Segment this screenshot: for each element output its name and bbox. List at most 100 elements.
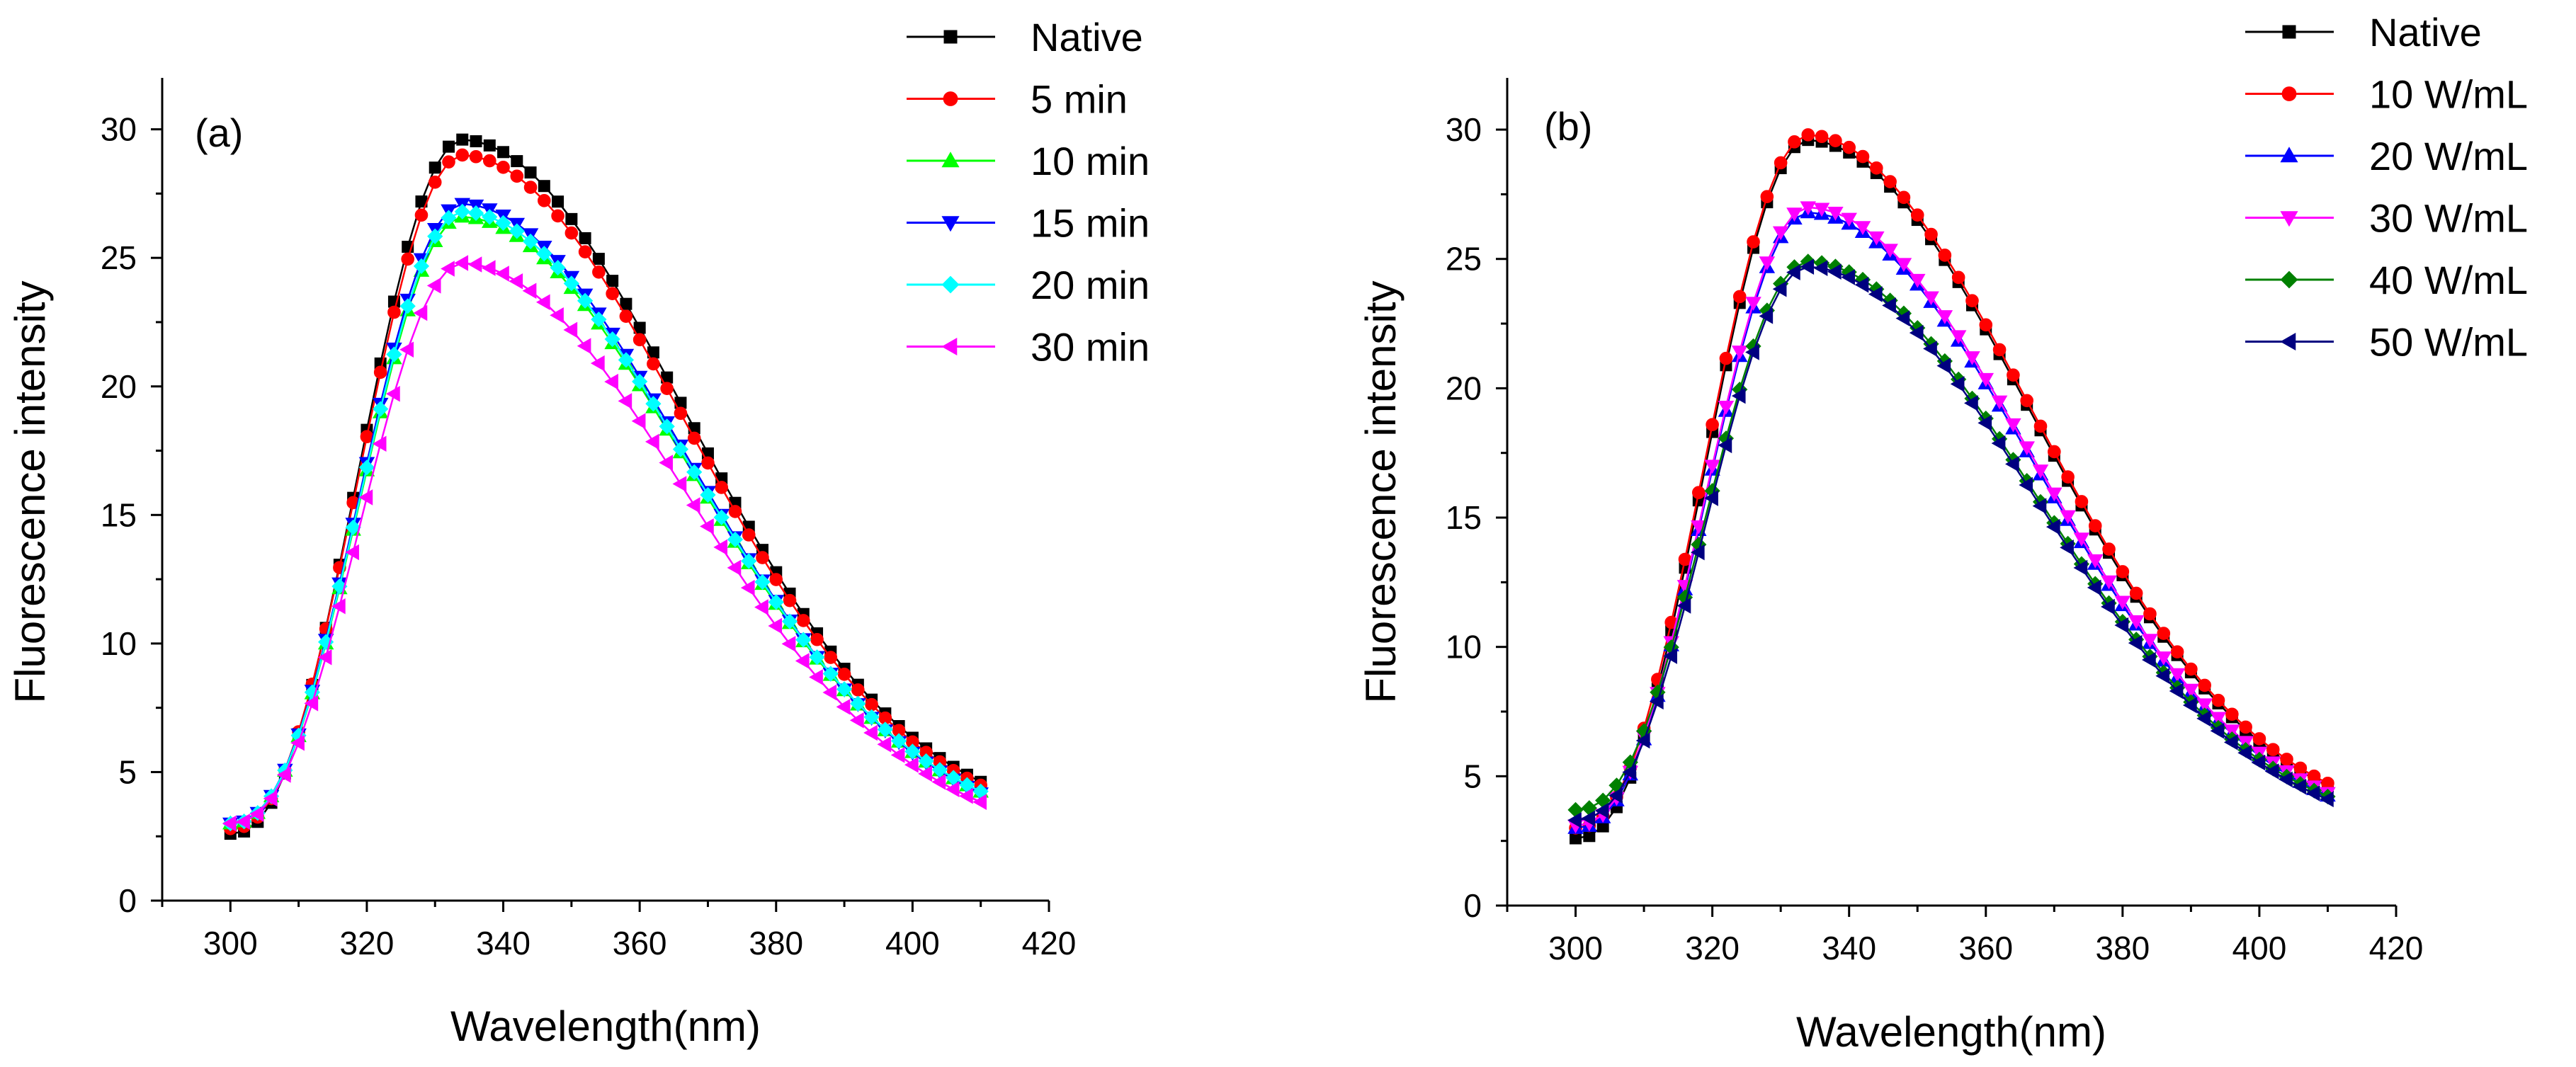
data-point [1788,135,1801,149]
data-point [1938,249,1952,262]
data-point [386,346,402,363]
data-point [1950,376,1965,392]
data-point [427,228,443,244]
data-point [2143,607,2157,621]
data-point [2305,785,2320,801]
data-point [2007,368,2020,382]
data-point [1718,400,1735,415]
data-point [331,598,346,615]
data-point [783,593,797,607]
data-point [1841,269,1855,285]
data-point [1923,341,1937,357]
data-point [1567,812,1582,828]
data-point [1704,460,1720,474]
data-point [1581,810,1596,827]
data-point [674,406,688,421]
data-point [2128,634,2143,651]
data-point [959,787,973,804]
legend-marker [2282,25,2296,39]
data-point [1964,351,1980,365]
legend-item: 30 min [907,325,1150,370]
data-point [522,283,537,299]
data-point [1745,297,1761,311]
data-point [1774,156,1788,170]
data-point [756,551,769,564]
data-point [2237,745,2252,761]
data-point [290,734,305,751]
data-point [632,373,648,390]
y-tick-label: 0 [1463,887,1482,924]
data-point [358,460,375,476]
data-point [1704,490,1718,506]
data-point [931,774,946,790]
data-point [904,743,921,760]
data-point [2087,554,2104,569]
data-point [2279,771,2293,788]
data-point [1870,161,1883,175]
data-point [495,215,511,231]
data-point [2210,722,2225,739]
data-point [2170,645,2184,658]
data-point [891,733,907,749]
data-point [1676,598,1691,614]
data-point [1635,732,1650,749]
data-point [1992,343,2007,357]
data-point [2087,579,2101,596]
data-point [222,815,237,832]
data-point [686,497,700,513]
legend-item: 50 W/mL [2245,320,2528,365]
data-point [715,481,729,494]
x-tick-label: 300 [1548,930,1603,966]
data-point [1747,235,1760,249]
data-point [1991,395,2008,410]
data-point [768,617,783,634]
data-point [2032,464,2049,479]
ticks-b: 300 320 340 360 380 400 420 0 5 10 15 20 25 30 [1446,111,2424,966]
x-tick-label: 420 [1022,925,1077,962]
data-point [604,373,618,390]
data-point [1964,395,1978,411]
data-point [2032,498,2047,514]
data-point [497,146,510,159]
x-tick-label: 300 [203,925,258,962]
data-point [276,767,291,783]
data-point [428,176,442,189]
x-tick-label: 420 [2369,930,2424,966]
data-point [863,724,878,741]
data-point [2102,542,2116,556]
data-point [1800,258,1815,275]
panel-b: 300 320 340 360 380 400 420 0 5 10 15 20 25 30 (b) Wa… [1357,10,2528,1056]
data-point [713,509,730,525]
data-point [2210,712,2227,726]
data-point [1868,286,1883,302]
y-tick-label: 5 [118,753,137,790]
data-point [578,245,592,258]
data-point [1772,280,1787,297]
x-tick-label: 340 [476,925,530,962]
data-point [850,695,866,712]
data-point [660,382,674,395]
y-tick-label: 5 [1463,758,1482,794]
data-point [591,311,607,328]
data-point [851,683,865,697]
data-point [781,613,798,629]
data-point [822,666,839,682]
data-point [467,256,482,273]
data-point [1800,201,1817,216]
data-point [426,278,441,294]
x-tick-label: 360 [613,925,667,962]
data-point [1663,648,1677,664]
data-point [1950,330,1967,345]
data-point [236,814,250,830]
series-group-b [1567,128,2336,845]
data-point [824,651,838,664]
legend-item: 20 min [907,263,1150,307]
data-point [563,321,578,338]
legend-item: 20 W/mL [2245,134,2528,178]
data-point [890,747,905,763]
data-point [2048,445,2061,459]
data-point [1883,175,1897,188]
data-point [931,762,948,778]
data-point [1856,149,1870,164]
data-point [509,223,525,239]
